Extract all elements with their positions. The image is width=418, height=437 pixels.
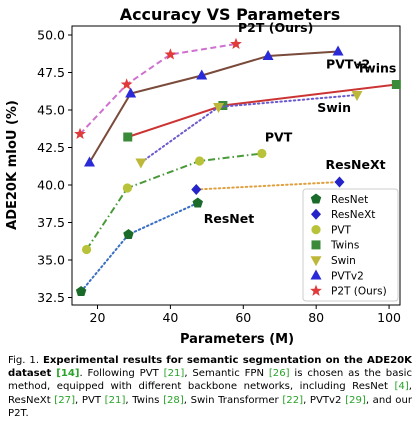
legend: ResNet ResNeXt PVT Twins Swin PVTv2 P2T (Ours)	[302, 188, 399, 302]
y-axis-label: ADE20K mIoU (%)	[5, 100, 20, 230]
x-tick-label: 20	[90, 310, 106, 325]
legend-box	[302, 188, 399, 302]
data-point	[262, 50, 274, 60]
series-label: ResNeXt	[326, 157, 386, 172]
x-tick-label: 80	[308, 310, 324, 325]
caption-bold-title: Experimental results for semantic segmen…	[8, 355, 412, 380]
legend-marker	[310, 256, 322, 267]
plot-frame	[71, 25, 401, 306]
data-point	[120, 78, 133, 90]
data-point	[332, 45, 344, 56]
y-tick-label: 42.5	[37, 140, 65, 155]
data-point	[83, 156, 95, 167]
legend-marker	[310, 284, 322, 296]
legend-marker	[310, 269, 322, 280]
series-swin: Swin	[135, 91, 363, 169]
series-pvt: PVT	[81, 130, 293, 255]
data-point	[123, 132, 133, 142]
y-tick-label: 37.5	[37, 215, 65, 230]
data-point	[257, 148, 267, 159]
caption-text: , Twins	[125, 394, 164, 406]
series-label: P2T (Ours)	[238, 20, 313, 35]
y-tick-label: 50.0	[37, 28, 65, 43]
caption-text: , Semantic FPN	[184, 368, 269, 380]
y-tick-label: 45.0	[37, 103, 65, 118]
legend-entry: ResNeXt	[331, 209, 375, 221]
figure-caption: Fig. 1. Experimental results for semanti…	[8, 354, 412, 420]
legend-marker	[311, 240, 321, 250]
data-point	[75, 286, 87, 296]
caption-citation[interactable]: [21]	[163, 368, 185, 380]
legend-marker	[310, 193, 322, 204]
data-point	[194, 156, 205, 166]
data-point	[125, 87, 137, 98]
series-line	[88, 50, 339, 164]
series-label: Swin	[317, 100, 351, 115]
caption-citation[interactable]: [27]	[54, 394, 76, 406]
legend-entry: P2T (Ours)	[331, 286, 387, 298]
data-point	[192, 197, 203, 208]
x-axis-label: Parameters (M)	[180, 332, 294, 347]
data-point	[334, 176, 345, 188]
chart-title: Accuracy VS Parameters	[120, 5, 341, 24]
caption-text: is chosen as the basic method, equipped …	[8, 368, 413, 393]
legend-entry: ResNet	[331, 194, 368, 206]
caption-text: . Following PVT	[79, 368, 164, 380]
plot-area: 20 40 60 80 100 32.5 35.0 37.5 40.0 42.5 45.0 47.5 5…	[37, 20, 401, 325]
series-label: PVT	[265, 130, 293, 145]
data-point	[196, 69, 208, 80]
series-label: ResNet	[204, 211, 254, 226]
data-point	[164, 48, 177, 60]
data-point	[351, 91, 363, 101]
y-tick-label: 35.0	[37, 253, 65, 268]
legend-entry: Twins	[330, 240, 359, 252]
caption-citation[interactable]: [28]	[163, 394, 184, 406]
y-tick-label: 40.0	[37, 178, 65, 193]
data-point	[81, 244, 92, 255]
data-point	[213, 103, 225, 113]
x-tick-label: 40	[162, 310, 178, 325]
caption-citation[interactable]: [29]	[345, 394, 366, 406]
caption-text: , PVTv2	[303, 394, 346, 406]
series-twins: Twins	[123, 61, 401, 142]
series-line	[85, 152, 262, 251]
series-line	[79, 43, 237, 135]
series-line	[80, 202, 199, 293]
series-resnext: ResNeXt	[191, 157, 386, 195]
data-point	[74, 127, 86, 140]
data-point	[135, 158, 147, 169]
series-resnet: ResNet	[75, 197, 254, 296]
caption-text: , Swin Transformer	[183, 394, 283, 406]
caption-text: , PVT	[75, 394, 105, 406]
accuracy-vs-parameters-chart: Accuracy VS Parameters 20 40 60 80 100 32.5 35…	[5, 5, 401, 347]
x-tick-label: 100	[377, 310, 401, 325]
caption-citation[interactable]: [22]	[282, 394, 304, 406]
legend-entry: PVTv2	[331, 270, 364, 282]
series-label: Twins	[357, 61, 396, 76]
caption-text: , and our P2T.	[8, 394, 412, 419]
data-point	[122, 183, 132, 193]
caption-citation[interactable]: [14]	[56, 368, 80, 380]
legend-marker	[311, 208, 321, 220]
legend-marker	[311, 225, 321, 235]
caption-citation[interactable]: [26]	[268, 368, 290, 380]
caption-text: , ResNeXt	[8, 381, 412, 406]
series-p2t-ours-: P2T (Ours)	[74, 20, 313, 140]
series-label: PVTv2	[326, 57, 370, 72]
caption-fig-label: Fig. 1.	[8, 355, 40, 366]
caption-citation[interactable]: [4]	[394, 381, 409, 393]
legend-entry: PVT	[331, 224, 352, 236]
data-point	[218, 101, 228, 110]
caption-citation[interactable]: [21]	[104, 394, 126, 406]
data-point	[191, 184, 202, 195]
data-point	[123, 229, 134, 239]
data-point	[391, 80, 401, 89]
legend-entry: Swin	[331, 255, 356, 267]
data-point	[230, 37, 242, 50]
series-line	[195, 181, 341, 191]
x-tick-label: 60	[235, 310, 251, 325]
y-tick-label: 32.5	[37, 290, 65, 305]
y-tick-label: 47.5	[37, 65, 65, 80]
series-pvtv2: PVTv2	[83, 45, 370, 167]
